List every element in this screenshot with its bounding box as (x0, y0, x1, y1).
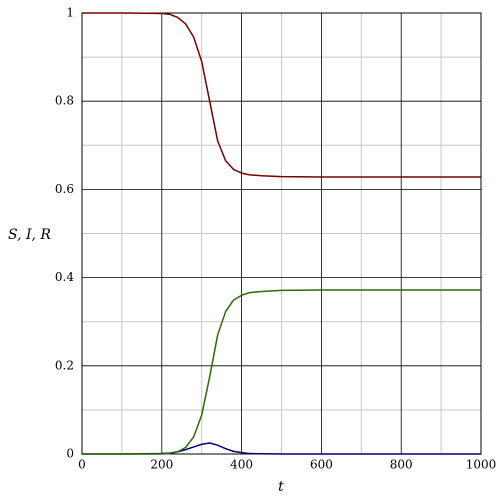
y-tick-label: 0.8 (55, 94, 74, 108)
series-line (82, 289, 481, 455)
y-tick-label: 0.6 (55, 182, 74, 196)
x-tick-label: 800 (390, 458, 413, 472)
y-tick-label: 0 (66, 447, 74, 461)
y-tick-label: 1 (66, 6, 74, 20)
x-tick-label: 0 (78, 458, 86, 472)
y-tick-label: 0.4 (55, 270, 74, 284)
x-axis-label: t (278, 479, 284, 495)
x-tick-label: 200 (150, 458, 173, 472)
y-tick-label: 0.2 (55, 358, 74, 372)
x-tick-label: 400 (230, 458, 253, 472)
y-axis-label: S, I, R (8, 227, 51, 243)
x-tick-label: 1000 (466, 458, 497, 472)
series-line (82, 12, 481, 178)
x-tick-label: 600 (310, 458, 333, 472)
